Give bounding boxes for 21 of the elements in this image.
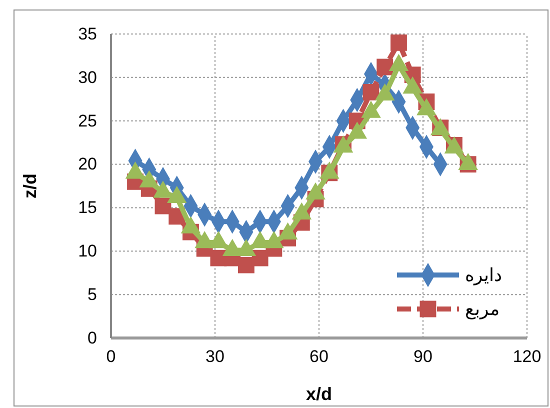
x-tick-label: 0	[106, 347, 116, 366]
x-tick-label: 120	[512, 347, 542, 366]
x-tick-label: 90	[414, 347, 432, 366]
y-tick-label: 35	[78, 24, 97, 44]
x-tick-label: 60	[310, 347, 328, 366]
point	[376, 58, 394, 76]
legend-label: دایره	[465, 265, 502, 286]
x-axis-title: x/d	[306, 384, 332, 404]
y-tick-label: 5	[88, 285, 97, 304]
point	[238, 256, 254, 274]
point	[362, 84, 380, 100]
y-tick-label: 20	[78, 154, 97, 174]
y-tick-label: 10	[78, 242, 97, 261]
y-tick-label: 0	[88, 328, 97, 348]
y-axis-title: z/d	[20, 174, 40, 198]
y-tick-label: 30	[78, 68, 97, 87]
point	[390, 34, 407, 51]
legend-label: مربع	[465, 299, 500, 320]
y-tick-label: 25	[78, 111, 97, 130]
x-tick-label: 30	[206, 347, 224, 366]
y-tick-label: 15	[78, 198, 97, 218]
